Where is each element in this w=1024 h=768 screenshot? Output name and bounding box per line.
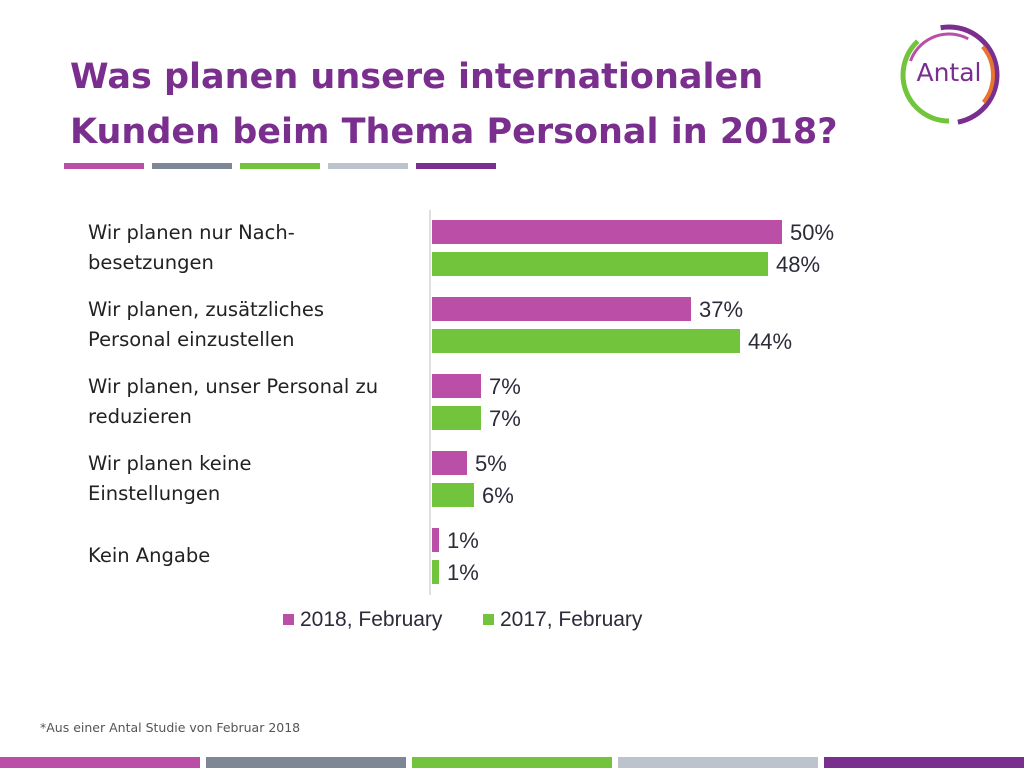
data-label: 1%: [447, 560, 479, 585]
data-label: 44%: [748, 329, 792, 354]
category-label-line: Wir planen keine: [88, 452, 252, 475]
title-stripe: [64, 163, 496, 169]
category-label-line: Wir planen, zusätzliches: [88, 298, 324, 321]
data-label: 48%: [776, 252, 820, 277]
category-label-line: besetzungen: [88, 251, 214, 274]
category-label-line: reduzieren: [88, 405, 192, 428]
bar-2017: [432, 483, 474, 507]
category-label-line: Wir planen, unser Personal zu: [88, 375, 379, 398]
bottom-stripe: [0, 757, 1024, 768]
legend-swatch-2017: [483, 614, 494, 625]
stripe-segment: [152, 163, 232, 169]
stripe-segment: [328, 163, 408, 169]
logo-ring-icon: [898, 24, 1000, 126]
bar-2018: [432, 374, 481, 398]
data-label: 1%: [447, 528, 479, 553]
category-label-line: Wir planen nur Nach-: [88, 221, 295, 244]
bar-2017: [432, 560, 439, 584]
stripe-segment: [618, 757, 818, 768]
bar-2017: [432, 406, 481, 430]
logo-text: Antal: [916, 58, 982, 87]
chart-svg: 50%48%37%44%7%7%5%6%1%1%2018, February 20…: [283, 210, 834, 631]
bar-2017: [432, 252, 768, 276]
stripe-segment: [0, 757, 200, 768]
legend-label: 2017, February: [500, 608, 643, 631]
category-label: Kein Angabe: [88, 541, 418, 571]
data-label: 37%: [699, 297, 743, 322]
stripe-segment: [240, 163, 320, 169]
legend-label: 2018, February: [300, 608, 443, 631]
stripe-segment: [206, 757, 406, 768]
bar-2018: [432, 297, 691, 321]
data-label: 7%: [489, 374, 521, 399]
category-label: Wir planen nur Nach-besetzungen: [88, 218, 418, 278]
data-label: 7%: [489, 406, 521, 431]
category-label-line: Einstellungen: [88, 482, 221, 505]
stripe-segment: [824, 757, 1024, 768]
stripe-segment: [64, 163, 144, 169]
bar-2017: [432, 329, 740, 353]
data-label: 6%: [482, 483, 514, 508]
bar-chart: Wir planen nur Nach-besetzungen Wir plane…: [0, 200, 1024, 650]
category-label: Wir planen keine Einstellungen: [88, 449, 418, 509]
category-label: Wir planen, unser Personal zu reduzieren: [88, 372, 418, 432]
bar-2018: [432, 528, 439, 552]
legend-swatch-2018: [283, 614, 294, 625]
category-label-line: Personal einzustellen: [88, 328, 295, 351]
antal-logo: Antal: [896, 22, 1002, 128]
stripe-segment: [416, 163, 496, 169]
title-line-2: Kunden beim Thema Personal in 2018?: [70, 112, 838, 152]
data-label: 5%: [475, 451, 507, 476]
page-title: Was planen unsere internationalen Kunden…: [70, 50, 890, 160]
bar-2018: [432, 220, 782, 244]
footnote: *Aus einer Antal Studie von Februar 2018: [40, 720, 301, 735]
data-label: 50%: [790, 220, 834, 245]
category-label: Wir planen, zusätzliches Personal einzust…: [88, 295, 418, 355]
stripe-segment: [412, 757, 612, 768]
title-line-1: Was planen unsere internationalen: [70, 57, 764, 97]
category-label-line: Kein Angabe: [88, 544, 211, 567]
bar-2018: [432, 451, 467, 475]
